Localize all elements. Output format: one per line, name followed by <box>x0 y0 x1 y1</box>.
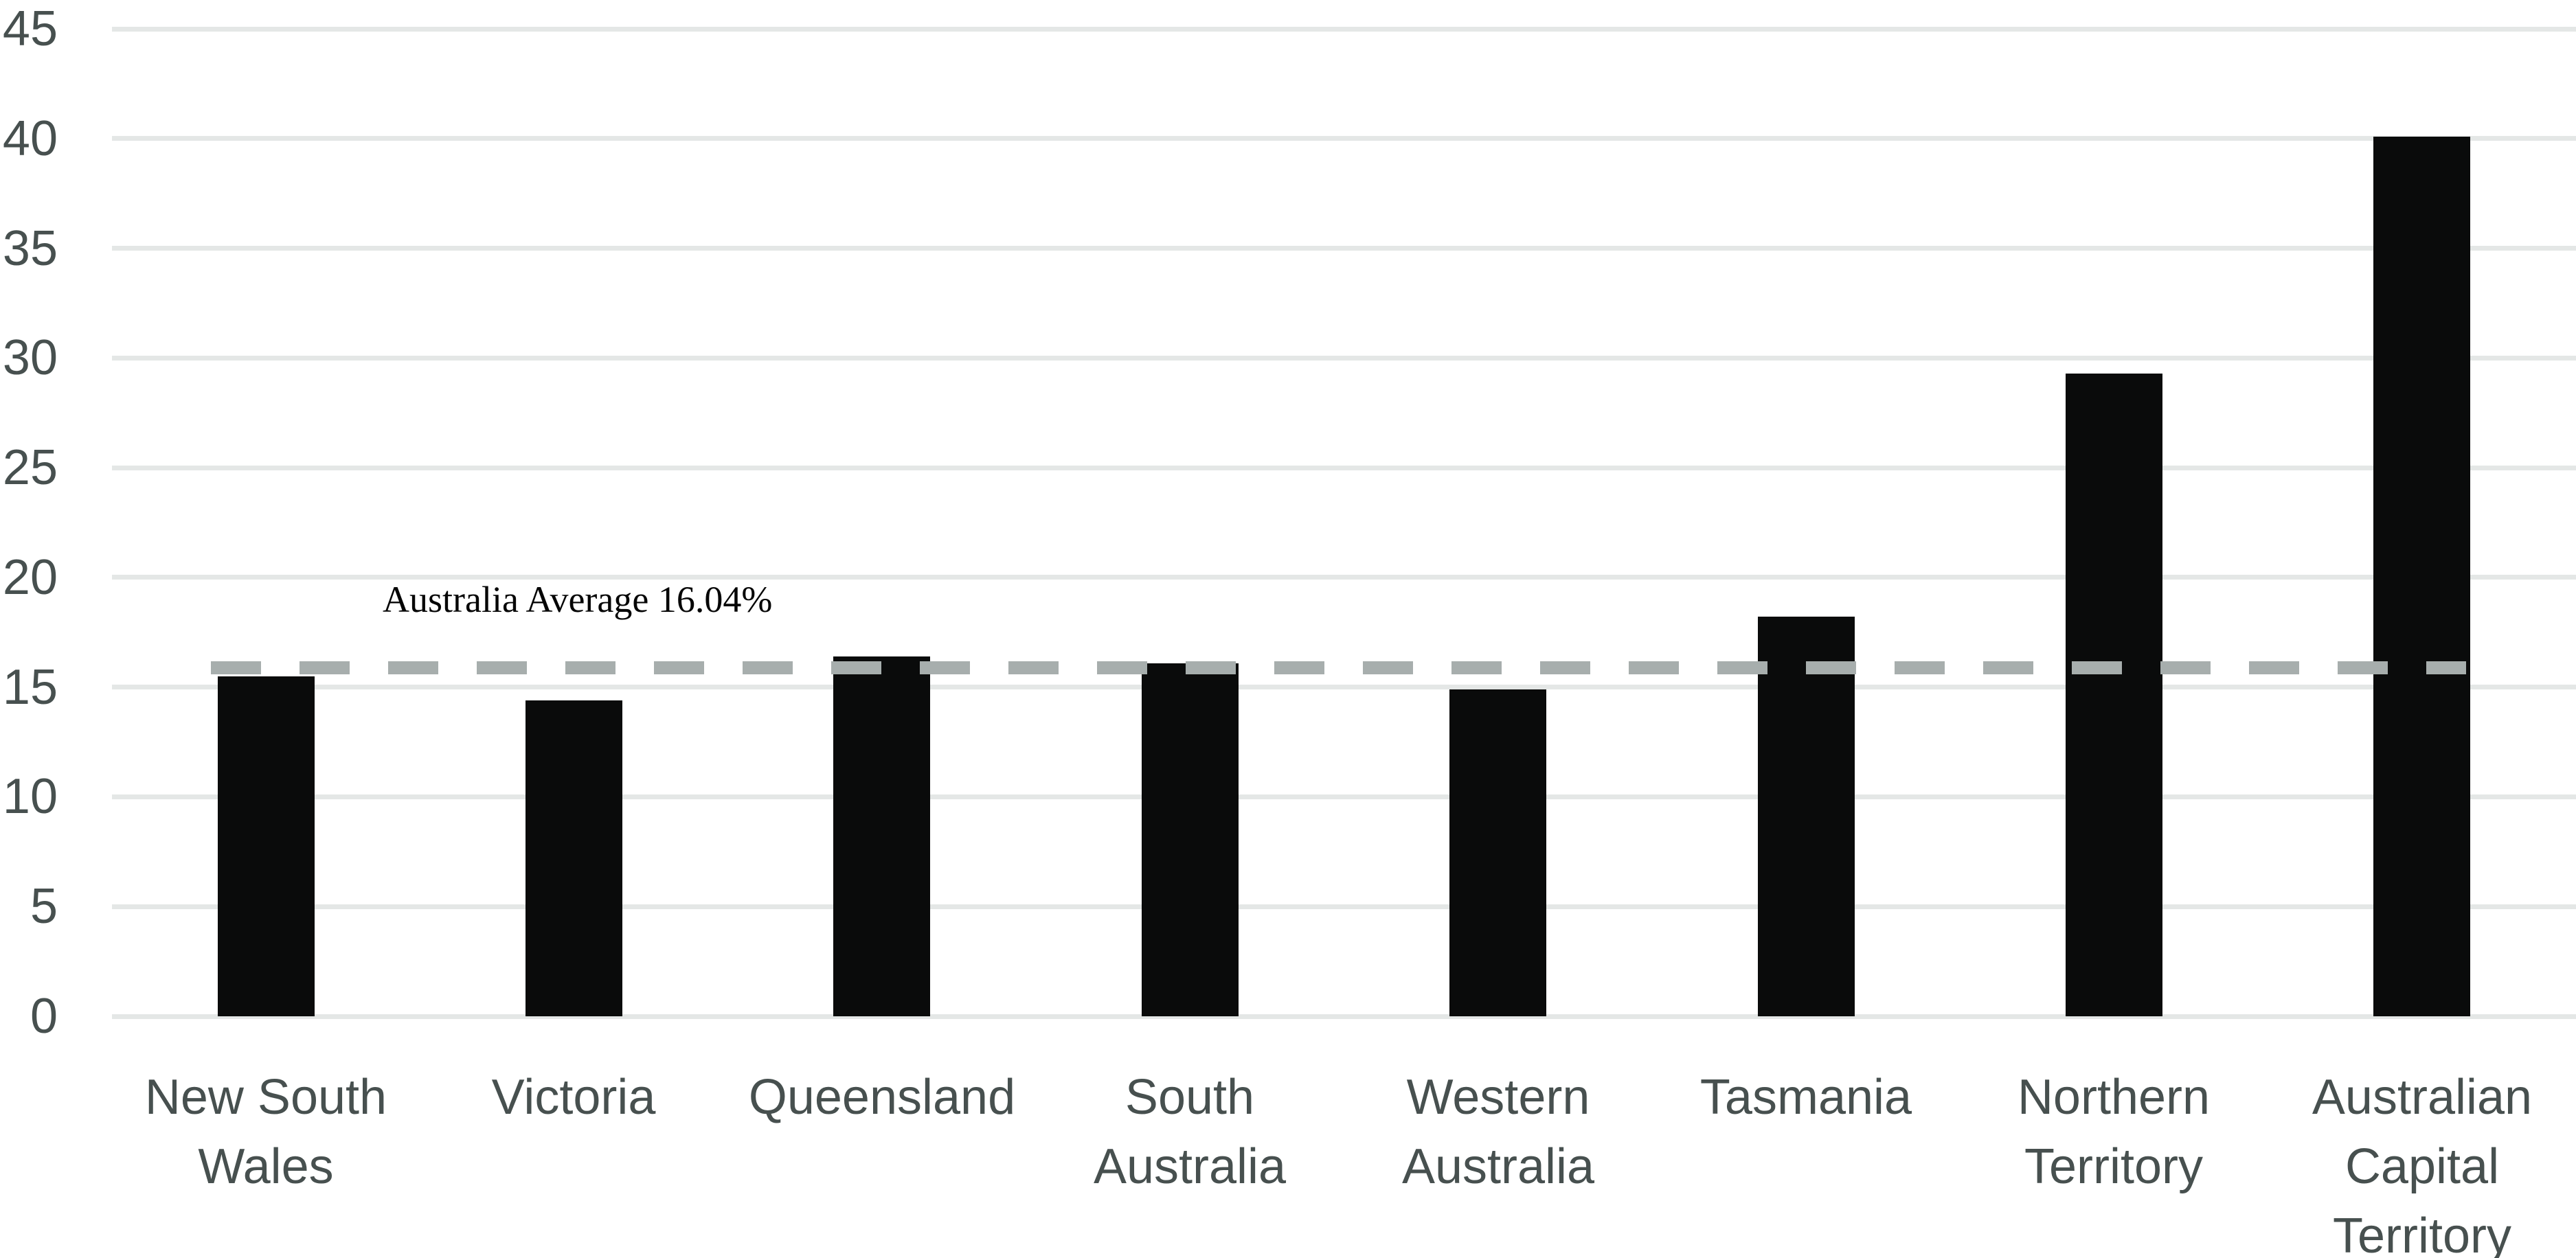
x-category-label-tasmania: Tasmania <box>1699 1070 1912 1125</box>
y-tick-label-5: 5 <box>30 879 58 934</box>
average-line <box>211 661 2466 674</box>
y-tick-label-25: 25 <box>2 440 58 495</box>
bar-south-australia <box>1142 663 1239 1016</box>
y-tick-label-20: 20 <box>2 550 58 605</box>
gridline-45 <box>112 27 2576 32</box>
x-category-label-new-south-wales: New South Wales <box>144 1070 387 1194</box>
gridline-0 <box>112 1014 2576 1019</box>
gridline-15 <box>112 685 2576 689</box>
bar-queensland <box>833 656 930 1016</box>
gridline-30 <box>112 356 2576 361</box>
gridline-5 <box>112 904 2576 909</box>
gridline-10 <box>112 794 2576 799</box>
bar-northern-territory <box>2066 374 2162 1016</box>
y-tick-label-30: 30 <box>2 330 58 385</box>
gridline-35 <box>112 246 2576 251</box>
average-line-label: Australia Average 16.04% <box>383 579 773 620</box>
y-tick-label-40: 40 <box>2 111 58 166</box>
y-tick-label-10: 10 <box>2 769 58 824</box>
x-category-label-australian-capital-territory: Australian Capital Territory <box>2312 1070 2533 1258</box>
bar-tasmania <box>1758 617 1855 1016</box>
x-category-label-western-australia: Western Australia <box>1401 1070 1595 1194</box>
y-tick-label-45: 45 <box>2 1 58 56</box>
bar-australian-capital-territory <box>2373 137 2470 1016</box>
bar-new-south-wales <box>218 676 315 1016</box>
y-tick-label-0: 0 <box>30 989 58 1044</box>
bar-western-australia <box>1449 689 1546 1016</box>
gridline-20 <box>112 575 2576 580</box>
bar-victoria <box>526 700 622 1016</box>
y-tick-label-35: 35 <box>2 221 58 276</box>
x-category-label-northern-territory: Northern Territory <box>2017 1070 2211 1194</box>
gridline-40 <box>112 136 2576 141</box>
x-category-label-victoria: Victoria <box>491 1070 656 1125</box>
x-category-label-south-australia: South Australia <box>1093 1070 1287 1194</box>
gridline-25 <box>112 466 2576 470</box>
x-category-label-queensland: Queensland <box>748 1070 1016 1125</box>
y-tick-label-15: 15 <box>2 660 58 715</box>
